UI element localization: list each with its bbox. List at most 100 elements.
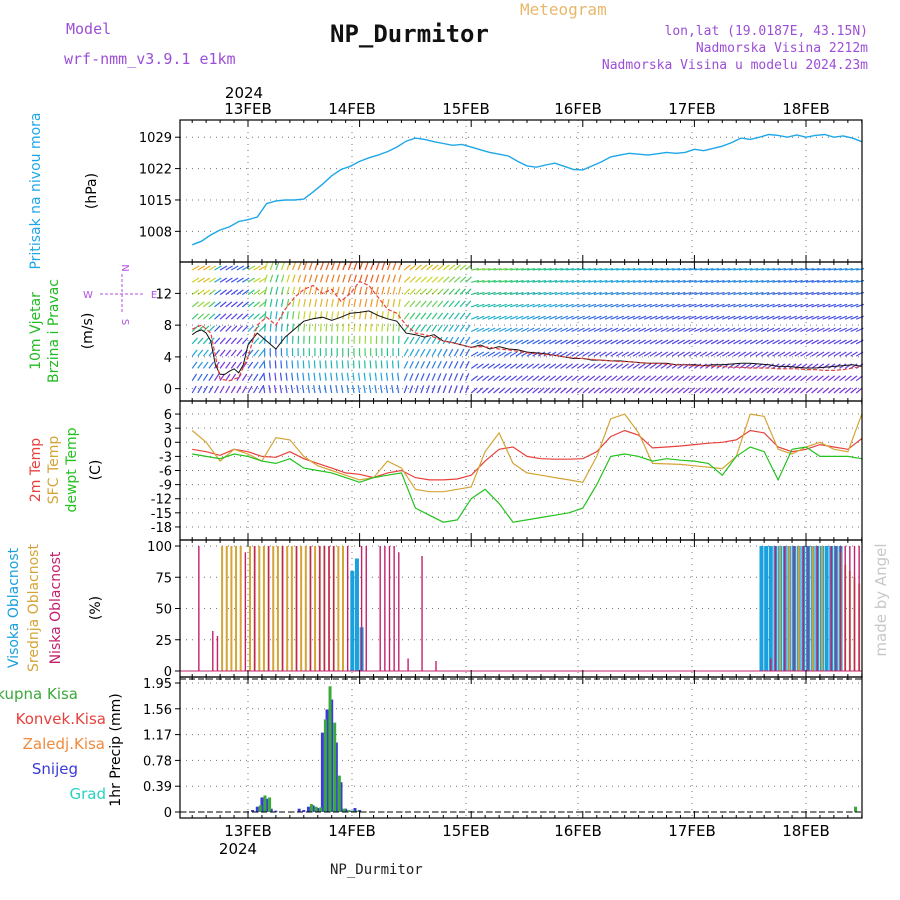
wind-barb xyxy=(431,300,438,308)
wind-barb xyxy=(414,348,420,357)
wind-barb xyxy=(465,300,472,308)
wind-barb xyxy=(565,291,574,296)
wind-barb xyxy=(375,274,380,283)
wind-barb xyxy=(727,291,736,296)
wind-barb xyxy=(565,279,574,283)
wind-barb xyxy=(538,268,547,271)
wind-barb xyxy=(431,312,438,320)
wind-barb xyxy=(498,303,507,308)
cloud-bar xyxy=(244,552,247,671)
wind-barb xyxy=(420,300,427,308)
y-tick-label: -6 xyxy=(159,465,172,480)
wind-barb xyxy=(202,301,210,308)
wind-barb xyxy=(688,315,697,320)
wind-barb xyxy=(312,385,316,394)
wind-barb xyxy=(811,303,820,308)
page-title: NP_Durmitor xyxy=(330,20,489,48)
wind-barb xyxy=(632,375,640,382)
wind-barb xyxy=(694,268,703,271)
wind-barb xyxy=(683,315,691,320)
wind-barb xyxy=(370,323,373,332)
day-label-bottom: 13FEB xyxy=(224,822,271,840)
wind-barb xyxy=(705,279,714,283)
wind-barb xyxy=(191,361,198,369)
wind-barb xyxy=(538,279,547,283)
wind-barb xyxy=(292,262,296,271)
precip-legend-item: Snijeg xyxy=(32,760,78,778)
wind-barb xyxy=(811,315,820,320)
precip-axis-label: 1hr Precip (mm) xyxy=(108,693,124,806)
precip-legend-item: Grad xyxy=(69,785,106,803)
wind-barb xyxy=(448,360,453,369)
wind-barb xyxy=(308,286,312,295)
precip-bar xyxy=(274,810,278,812)
wind-barb xyxy=(537,387,545,394)
wind-barb xyxy=(749,327,758,333)
wind-barb xyxy=(420,312,427,320)
wind-barb xyxy=(710,327,719,333)
wind-barb xyxy=(526,279,535,283)
wind-barb xyxy=(353,298,357,308)
wind-barb xyxy=(275,274,279,283)
wind-barb xyxy=(448,300,455,308)
wind-barb xyxy=(498,279,508,283)
wind-barb xyxy=(850,279,859,283)
wind-barb xyxy=(364,323,367,332)
wind-barb xyxy=(303,323,306,332)
cloud-bar xyxy=(342,546,344,671)
wind-barb xyxy=(828,291,837,296)
wind-barb xyxy=(805,315,814,320)
y-tick-label: -3 xyxy=(159,450,172,465)
wind-barb xyxy=(744,303,753,308)
wind-barb xyxy=(391,360,394,369)
wind-barb xyxy=(465,348,471,357)
wind-barb xyxy=(638,268,647,271)
wind-barb xyxy=(643,327,652,333)
wind-barb xyxy=(632,363,640,369)
wind-barb xyxy=(214,373,220,382)
wind-barb xyxy=(286,262,291,271)
wind-barb xyxy=(716,339,725,345)
wind-barb xyxy=(253,301,261,308)
wind-barb xyxy=(448,324,454,332)
year-label-top: 2024 xyxy=(225,84,263,102)
wind-barb xyxy=(308,274,313,283)
wind-barb xyxy=(761,315,770,320)
precip-bar xyxy=(339,782,343,812)
wind-barb xyxy=(850,351,858,357)
wind-barb xyxy=(253,289,261,296)
wind-barb xyxy=(844,387,852,394)
wind-barb xyxy=(727,279,736,283)
cloud-bar xyxy=(779,546,782,671)
wind-barb xyxy=(459,312,466,320)
wind-barb xyxy=(582,268,591,271)
wind-barb xyxy=(515,268,524,271)
wind-barb xyxy=(593,268,602,271)
wind-barb xyxy=(498,375,506,382)
compass-e: E xyxy=(151,290,157,301)
wind-barb xyxy=(833,268,842,271)
wind-barb xyxy=(375,360,377,369)
wind-barb xyxy=(549,291,558,296)
wind-barb xyxy=(822,327,831,333)
wind-barb xyxy=(482,327,490,333)
wind-barb xyxy=(269,311,273,320)
wind-barb xyxy=(292,298,295,308)
wind-barb xyxy=(509,351,518,357)
wind-barb xyxy=(582,375,590,382)
day-label-bottom: 14FEB xyxy=(328,822,375,840)
wind-barb xyxy=(761,268,770,271)
precip-bar xyxy=(347,810,351,812)
cloud-bar xyxy=(221,546,224,671)
wind-barb xyxy=(214,265,222,271)
wind-barb xyxy=(705,351,713,357)
wind-barb xyxy=(844,327,853,333)
wind-barb xyxy=(632,351,641,357)
wind-barb xyxy=(454,300,461,308)
wind-barb xyxy=(554,339,563,345)
wind-barb xyxy=(822,351,830,357)
wind-barb xyxy=(225,337,232,345)
wind-barb xyxy=(465,360,470,369)
wind-barb xyxy=(766,291,775,296)
wind-barb xyxy=(476,375,484,382)
